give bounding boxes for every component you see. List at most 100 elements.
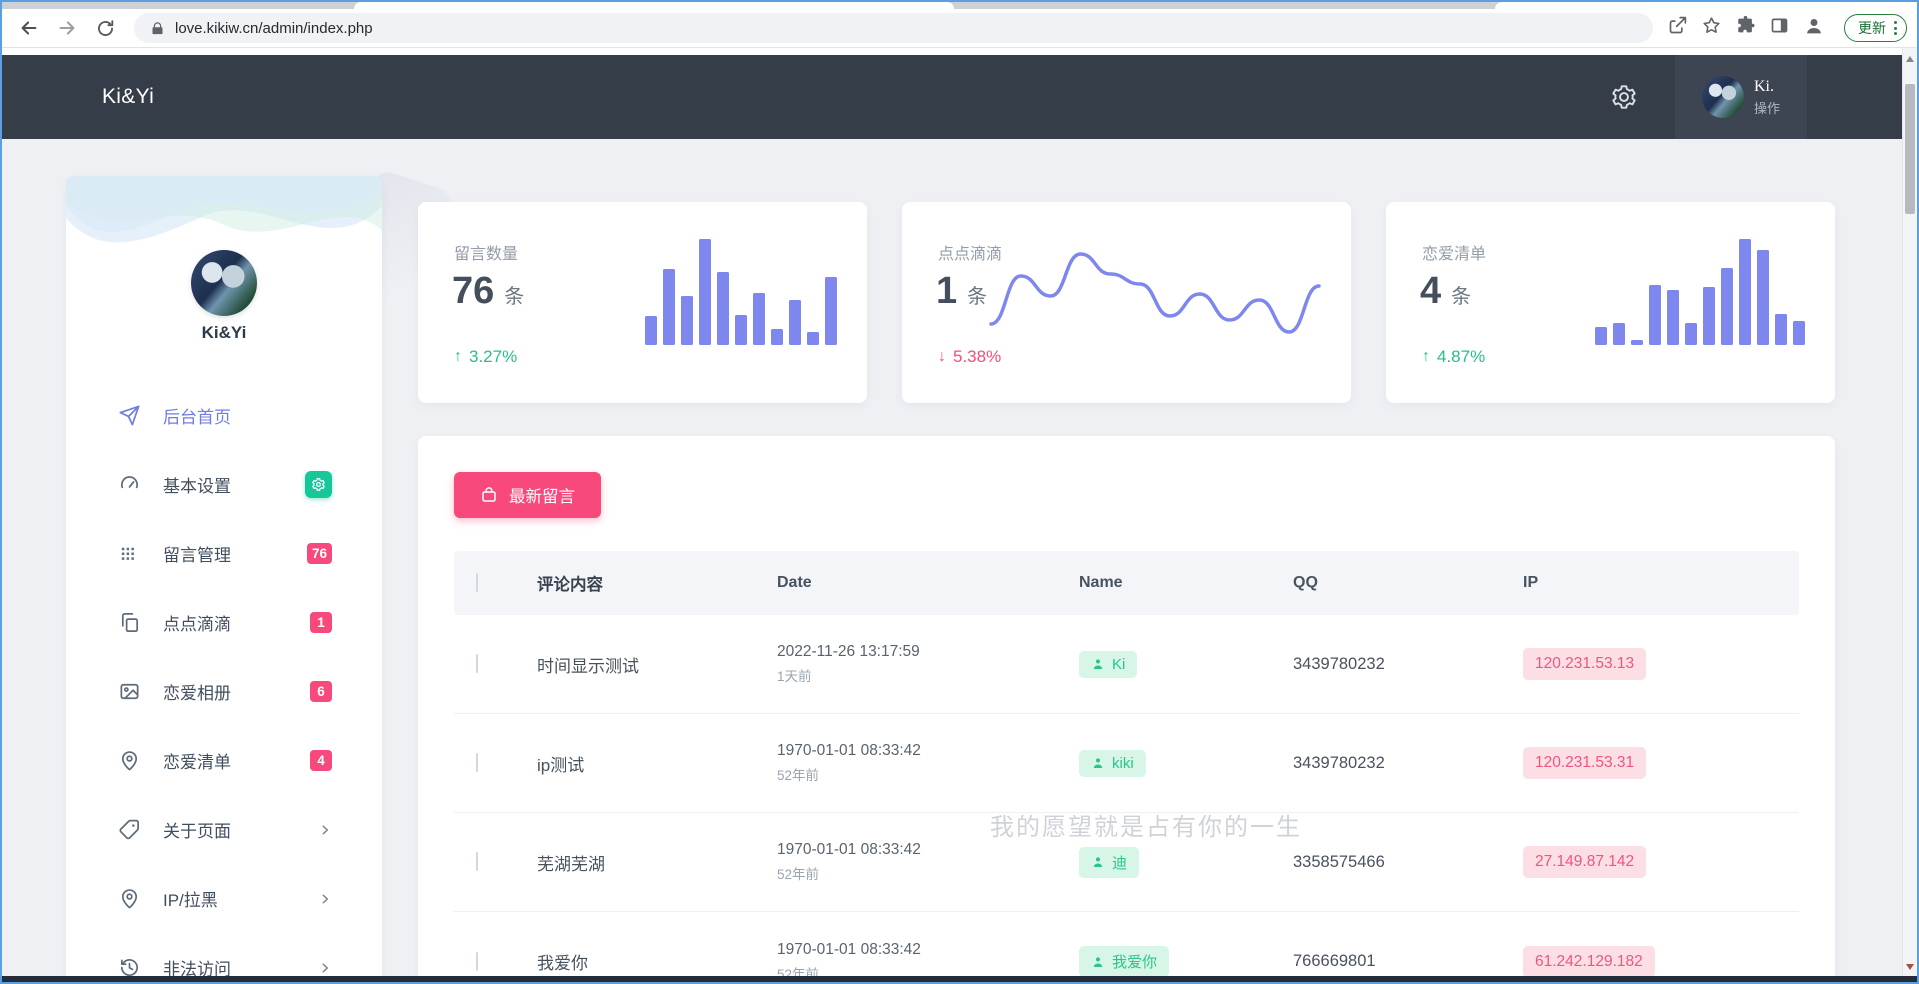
sidebar-item-dashboard[interactable]: 后台首页 xyxy=(66,381,382,450)
scroll-up-arrow[interactable] xyxy=(1906,56,1914,62)
count-badge: 4 xyxy=(310,750,332,771)
sidebar-item-about[interactable]: 关于页面 xyxy=(66,795,382,864)
name-badge: kiki xyxy=(1079,749,1146,777)
grid-icon xyxy=(118,542,141,565)
share-icon[interactable] xyxy=(1667,15,1688,41)
trend-value: 4.87% xyxy=(1437,347,1486,366)
sidebar-item-illegal[interactable]: 非法访问 xyxy=(66,933,382,982)
qq-value: 3358575466 xyxy=(1293,852,1385,871)
stat-value: 4 xyxy=(1420,270,1442,312)
mini-bar-chart xyxy=(1595,239,1805,345)
user-menu[interactable]: Ki. 操作 xyxy=(1675,55,1807,139)
update-label: 更新 xyxy=(1858,20,1886,36)
reload-button[interactable] xyxy=(92,15,118,41)
table-row: ip测试 1970-01-01 08:33:42 52年前 kiki 343978023… xyxy=(454,714,1799,813)
column-header: Date xyxy=(777,574,812,591)
bookmark-star-icon[interactable] xyxy=(1701,15,1722,41)
date-value: 2022-11-26 13:17:59 xyxy=(777,643,920,660)
settings-gear-badge xyxy=(305,471,332,498)
chrome-update-button[interactable]: 更新 xyxy=(1844,14,1907,42)
extensions-icon[interactable] xyxy=(1735,15,1756,41)
name-badge: Ki xyxy=(1079,650,1138,678)
url-bar[interactable]: love.kikiw.cn/admin/index.php xyxy=(134,13,1653,43)
table-header-row: 评论内容 Date Name QQ IP xyxy=(454,551,1799,615)
mini-bar-chart xyxy=(645,239,837,345)
stat-cards-row: 留言数量 76 条 ↑ 3.27% 点点滴滴 1 条 ↓ xyxy=(418,202,1835,403)
sidebar-item-messages[interactable]: 留言管理 76 xyxy=(66,519,382,588)
active-tab-sliver xyxy=(354,2,954,9)
sidebar-item-settings[interactable]: 基本设置 xyxy=(66,450,382,519)
page-scrollbar[interactable] xyxy=(1902,48,1917,976)
sidebar-item-label: 非法访问 xyxy=(163,960,231,979)
stat-value: 1 xyxy=(936,270,958,312)
chart-line xyxy=(989,252,1321,334)
profile-icon[interactable] xyxy=(1803,15,1825,42)
column-header: Name xyxy=(1079,574,1123,591)
latest-comments-button[interactable]: 最新留言 xyxy=(454,472,601,518)
stat-card-moments: 点点滴滴 1 条 ↓ 5.38% xyxy=(902,202,1351,403)
trend-value: 3.27% xyxy=(469,347,518,366)
column-header: QQ xyxy=(1293,574,1318,591)
stat-value: 76 xyxy=(452,270,495,312)
chart-bar xyxy=(717,271,729,345)
table-row: 我爱你 1970-01-01 08:33:42 52年前 我爱你 766669801 61… xyxy=(454,912,1799,982)
stat-trend: ↑ 4.87% xyxy=(1422,347,1485,367)
table-row: 芜湖芜湖 1970-01-01 08:33:42 52年前 迪 3358575466 27… xyxy=(454,813,1799,912)
sidebar-item-ipblock[interactable]: IP/拉黑 xyxy=(66,864,382,933)
stat-label: 留言数量 xyxy=(454,246,519,263)
wave-decoration xyxy=(66,176,382,243)
sidebar-item-label: 点点滴滴 xyxy=(163,615,231,634)
stat-unit: 条 xyxy=(967,286,988,308)
side-panel-icon[interactable] xyxy=(1769,15,1790,41)
name-value: 迪 xyxy=(1112,854,1128,872)
person-icon xyxy=(1091,657,1105,671)
back-button[interactable] xyxy=(16,15,42,41)
profile-avatar[interactable] xyxy=(191,250,257,316)
mini-line-chart xyxy=(983,236,1327,357)
window-bottom-edge xyxy=(2,976,1917,982)
browser-toolbar: love.kikiw.cn/admin/index.php 更新 xyxy=(2,9,1917,48)
sidebar-item-label: 留言管理 xyxy=(163,546,231,565)
row-checkbox[interactable] xyxy=(476,852,478,871)
stat-value-row: 1 条 xyxy=(936,270,987,313)
chart-bar xyxy=(1757,249,1769,345)
row-checkbox[interactable] xyxy=(476,753,478,772)
sidebar-item-moments[interactable]: 点点滴滴 1 xyxy=(66,588,382,657)
sidebar-item-label: 恋爱清单 xyxy=(163,753,231,772)
sidebar-item-lovelist[interactable]: 恋爱清单 4 xyxy=(66,726,382,795)
select-all-checkbox[interactable] xyxy=(476,573,478,592)
stat-trend: ↑ 3.27% xyxy=(454,347,517,367)
count-badge: 76 xyxy=(306,543,332,564)
profile-name: Ki&Yi xyxy=(201,323,247,342)
chart-bar xyxy=(807,332,819,345)
qq-value: 3439780232 xyxy=(1293,654,1385,673)
date-relative: 52年前 xyxy=(777,867,820,882)
row-checkbox[interactable] xyxy=(476,654,478,673)
stat-value-row: 4 条 xyxy=(1420,270,1471,313)
stat-label: 恋爱清单 xyxy=(1422,246,1487,263)
trend-arrow-icon: ↓ xyxy=(938,348,946,365)
stat-card-messages: 留言数量 76 条 ↑ 3.27% xyxy=(418,202,867,403)
forward-button[interactable] xyxy=(54,15,80,41)
site-navbar: Ki&Yi Ki. 操作 xyxy=(2,55,1917,139)
user-name: Ki. xyxy=(1753,77,1774,95)
page-top-gap xyxy=(2,48,1917,55)
chart-bar xyxy=(1739,239,1751,345)
chart-bar xyxy=(1685,322,1697,345)
qq-value: 3439780232 xyxy=(1293,753,1385,772)
site-brand[interactable]: Ki&Yi xyxy=(102,85,155,108)
ip-badge: 61.242.129.182 xyxy=(1523,945,1655,978)
stat-trend: ↓ 5.38% xyxy=(938,347,1001,367)
scroll-down-arrow[interactable] xyxy=(1906,964,1914,970)
sidebar-item-album[interactable]: 恋爱相册 6 xyxy=(66,657,382,726)
date-relative: 1天前 xyxy=(777,669,812,684)
tag-icon xyxy=(118,818,141,841)
scrollbar-thumb[interactable] xyxy=(1905,84,1915,214)
row-checkbox[interactable] xyxy=(476,951,478,971)
chevron-right-icon xyxy=(318,823,332,837)
button-label: 最新留言 xyxy=(509,488,575,506)
name-value: 我爱你 xyxy=(1112,954,1158,971)
pin-icon xyxy=(118,887,141,910)
settings-gear-icon[interactable] xyxy=(1609,82,1639,112)
